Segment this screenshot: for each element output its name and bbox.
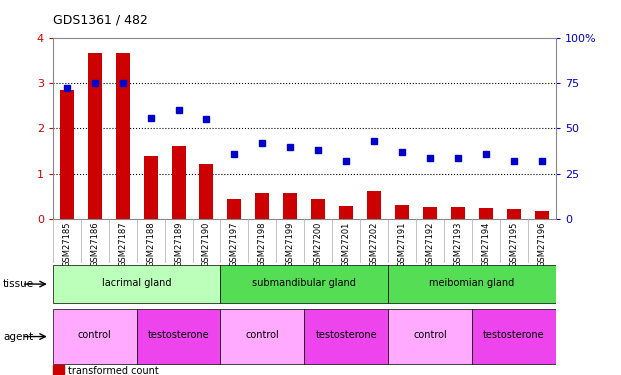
- Text: GSM27197: GSM27197: [230, 222, 239, 267]
- Bar: [367, 191, 381, 219]
- Text: testosterone: testosterone: [483, 330, 545, 340]
- Text: GSM27199: GSM27199: [286, 222, 295, 267]
- Text: GSM27202: GSM27202: [369, 222, 379, 267]
- Bar: [220, 309, 304, 364]
- Bar: [479, 208, 493, 219]
- Bar: [171, 146, 186, 219]
- Bar: [116, 53, 130, 219]
- Bar: [199, 164, 214, 219]
- Bar: [53, 265, 220, 303]
- Bar: [304, 309, 388, 364]
- Text: agent: agent: [3, 332, 34, 342]
- Text: GSM27200: GSM27200: [314, 222, 323, 267]
- Text: GSM27195: GSM27195: [509, 222, 519, 267]
- Bar: [451, 207, 465, 219]
- Bar: [423, 207, 437, 219]
- Text: GSM27188: GSM27188: [146, 222, 155, 267]
- Bar: [339, 206, 353, 219]
- Bar: [283, 194, 297, 219]
- Text: GSM27189: GSM27189: [174, 222, 183, 267]
- Text: GSM27194: GSM27194: [481, 222, 491, 267]
- Bar: [220, 265, 388, 303]
- Bar: [137, 309, 220, 364]
- Text: testosterone: testosterone: [315, 330, 377, 340]
- Bar: [311, 199, 325, 219]
- Text: control: control: [245, 330, 279, 340]
- Bar: [395, 205, 409, 219]
- Text: GSM27196: GSM27196: [537, 222, 546, 267]
- Text: GSM27192: GSM27192: [425, 222, 435, 267]
- Text: tissue: tissue: [3, 279, 34, 289]
- Text: GSM27185: GSM27185: [62, 222, 71, 267]
- Bar: [88, 53, 102, 219]
- Text: control: control: [413, 330, 447, 340]
- Text: GSM27191: GSM27191: [397, 222, 407, 267]
- Bar: [535, 211, 549, 219]
- Bar: [388, 265, 556, 303]
- Text: GSM27187: GSM27187: [118, 222, 127, 267]
- Text: GSM27190: GSM27190: [202, 222, 211, 267]
- Text: control: control: [78, 330, 112, 340]
- Text: GSM27201: GSM27201: [342, 222, 351, 267]
- Bar: [507, 209, 521, 219]
- Bar: [227, 199, 242, 219]
- Bar: [53, 309, 137, 364]
- Text: meibomian gland: meibomian gland: [429, 278, 515, 288]
- Text: transformed count: transformed count: [68, 366, 159, 375]
- Text: lacrimal gland: lacrimal gland: [102, 278, 171, 288]
- Text: GSM27193: GSM27193: [453, 222, 463, 267]
- Bar: [255, 194, 270, 219]
- Text: GSM27186: GSM27186: [90, 222, 99, 267]
- Text: GSM27198: GSM27198: [258, 222, 267, 267]
- Text: testosterone: testosterone: [148, 330, 209, 340]
- Bar: [143, 156, 158, 219]
- Text: submandibular gland: submandibular gland: [252, 278, 356, 288]
- Bar: [60, 90, 74, 219]
- Text: GDS1361 / 482: GDS1361 / 482: [53, 13, 148, 26]
- Bar: [472, 309, 556, 364]
- Bar: [388, 309, 472, 364]
